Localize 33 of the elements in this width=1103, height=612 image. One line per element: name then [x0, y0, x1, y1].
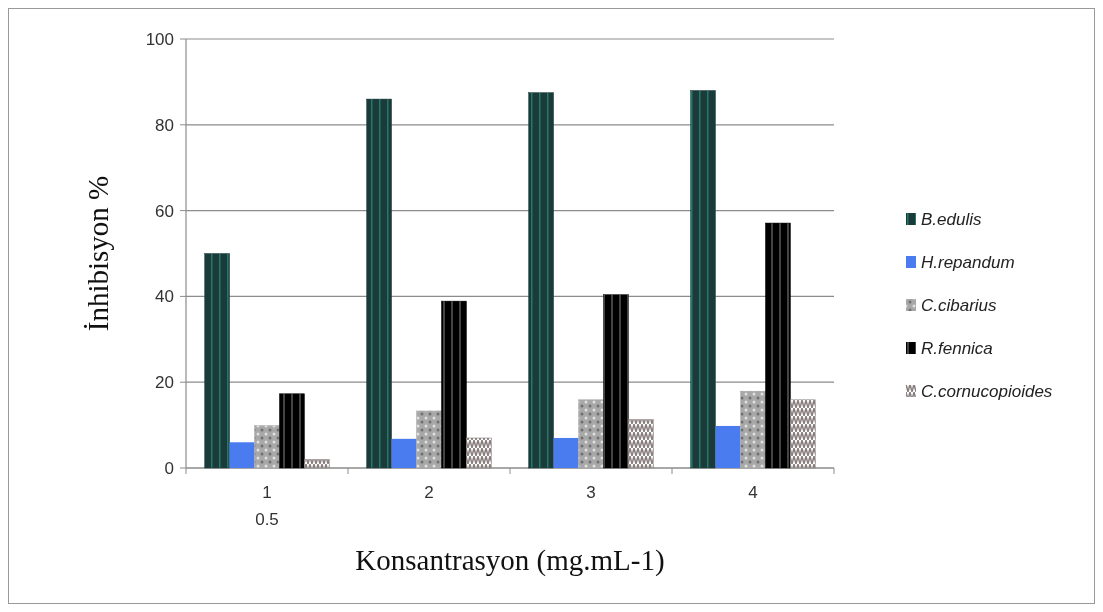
- x-axis-title: Konsantrasyon (mg.mL-1): [355, 544, 665, 577]
- x-tick-label: 2: [424, 483, 434, 502]
- bar: [416, 410, 442, 469]
- legend-label: C.cornucopioides: [921, 381, 1053, 401]
- bar: [553, 437, 579, 468]
- y-tick-label: 80: [155, 115, 174, 135]
- bar: [578, 399, 604, 469]
- bar: [765, 222, 791, 469]
- x-tick-label: 4: [748, 483, 758, 502]
- y-tick-label: 20: [155, 373, 174, 393]
- bar: [279, 393, 305, 469]
- legend-label: R.fennica: [921, 338, 993, 358]
- bar: [229, 442, 255, 468]
- y-tick-label: 100: [145, 29, 174, 49]
- y-tick-label: 0: [164, 458, 174, 478]
- x-tick-label: 3: [586, 483, 596, 502]
- y-tick-label: 40: [155, 287, 174, 307]
- bar: [366, 98, 392, 469]
- bar: [740, 390, 766, 469]
- bar: [690, 90, 716, 469]
- bar: [528, 92, 554, 469]
- bar: [204, 253, 230, 469]
- bar: [715, 425, 741, 468]
- x-tick-label: 1 0.5: [255, 483, 279, 529]
- bar: [391, 438, 417, 468]
- legend-label: B.edulis: [921, 209, 982, 229]
- bar: [603, 294, 629, 469]
- legend-label: H.repandum: [921, 252, 1015, 272]
- bar: [254, 425, 280, 469]
- y-tick-label: 60: [155, 201, 174, 221]
- bar: [441, 300, 467, 469]
- legend-label: C.cibarius: [921, 295, 998, 315]
- y-axis-title: İnhibisyon %: [82, 175, 114, 332]
